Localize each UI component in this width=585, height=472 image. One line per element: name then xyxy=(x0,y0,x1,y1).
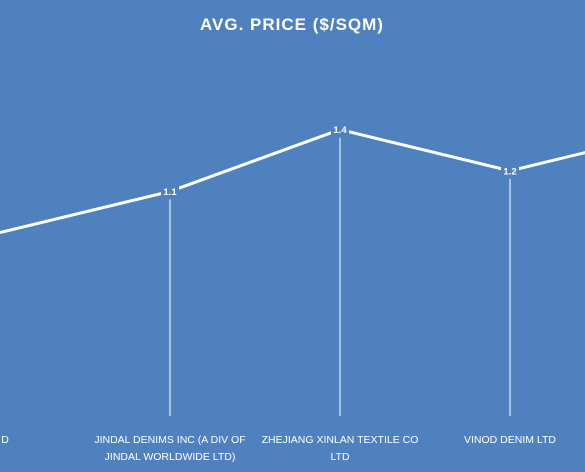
data-point-1: 1.1 xyxy=(161,184,179,199)
series-line-group xyxy=(0,128,585,235)
x-tick-label-3: VINOD DENIM LTD xyxy=(464,434,556,446)
x-tick-label-1: JINDAL DENIMS INC (A DIV OF JINDAL WORLDW… xyxy=(94,434,245,463)
data-label-bg xyxy=(501,163,519,178)
data-labels: 1.1 1.4 1.2 xyxy=(161,122,519,199)
x-tick-label-2: ZHEJIANG XINLAN TEXTILE CO LTD xyxy=(262,434,419,463)
data-label: 1.4 xyxy=(333,125,347,136)
chart-title: AVG. PRICE ($/SQM) xyxy=(200,15,384,34)
x-tick-label-0: D xyxy=(1,434,9,446)
drop-lines xyxy=(169,137,511,416)
data-label-bg xyxy=(331,122,349,137)
series-line xyxy=(0,128,585,235)
data-point-3: 1.2 xyxy=(501,163,519,178)
data-label: 1.2 xyxy=(503,166,516,177)
data-label-bg xyxy=(161,184,179,199)
data-point-2: 1.4 xyxy=(331,122,349,137)
data-label: 1.1 xyxy=(163,187,177,198)
x-axis-labels: D JINDAL DENIMS INC (A DIV OF JINDAL WORLD… xyxy=(1,434,556,463)
